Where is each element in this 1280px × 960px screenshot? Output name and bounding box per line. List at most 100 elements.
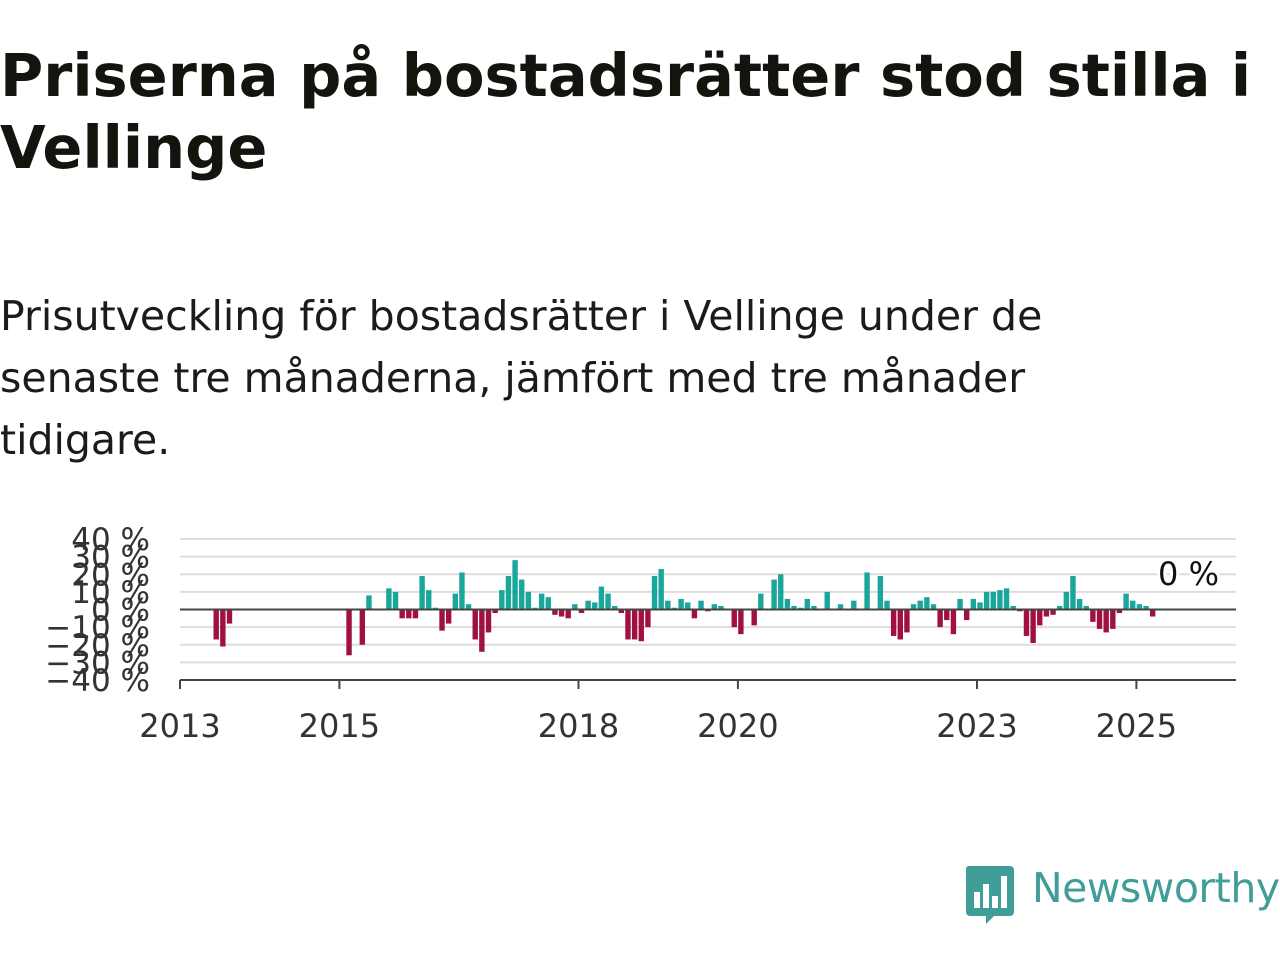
bar bbox=[1110, 609, 1116, 629]
bar bbox=[366, 595, 372, 610]
bar bbox=[658, 568, 664, 610]
bar bbox=[963, 609, 970, 621]
newsworthy-logo: Newsworthy bbox=[962, 862, 1280, 932]
bar bbox=[937, 609, 943, 628]
bar bbox=[625, 609, 631, 640]
bar bbox=[618, 609, 625, 614]
bar bbox=[226, 609, 233, 624]
bar bbox=[578, 609, 585, 614]
bar bbox=[399, 609, 405, 619]
bar bbox=[771, 579, 777, 610]
x-tick-label: 2018 bbox=[538, 707, 619, 745]
bar bbox=[465, 604, 472, 610]
bar bbox=[1043, 609, 1050, 617]
bar bbox=[738, 609, 744, 635]
x-tick-label: 2013 bbox=[139, 707, 220, 745]
bar bbox=[392, 591, 399, 610]
bar bbox=[917, 600, 923, 610]
bar bbox=[1037, 609, 1043, 626]
bar bbox=[1123, 593, 1129, 610]
bar bbox=[957, 598, 963, 610]
bar bbox=[784, 598, 791, 610]
bar bbox=[439, 609, 445, 631]
bar bbox=[499, 590, 505, 610]
bar bbox=[1149, 609, 1156, 617]
bar bbox=[512, 560, 518, 610]
bar bbox=[1030, 609, 1036, 643]
bar bbox=[685, 602, 691, 610]
bar bbox=[884, 600, 890, 610]
bar bbox=[811, 605, 817, 610]
bar bbox=[970, 598, 977, 610]
bar bbox=[492, 609, 498, 614]
newsworthy-logo-icon bbox=[965, 866, 1014, 924]
bar bbox=[459, 572, 465, 610]
bar bbox=[910, 604, 917, 610]
y-tick-label: −20 % bbox=[45, 628, 150, 664]
bar bbox=[1050, 609, 1056, 615]
bar bbox=[552, 609, 558, 615]
axis-layer bbox=[179, 608, 1236, 689]
x-tick-label: 2015 bbox=[299, 707, 380, 745]
bar bbox=[698, 600, 704, 610]
bar bbox=[406, 609, 412, 619]
bar-chart: 40 %30 %20 %10 %0 %−10 %−20 %−30 %−40 %2… bbox=[45, 522, 1236, 745]
bar bbox=[731, 609, 737, 628]
bar bbox=[1083, 605, 1089, 610]
bar bbox=[538, 593, 545, 610]
bar bbox=[1003, 588, 1010, 610]
bar bbox=[1090, 609, 1096, 622]
bar bbox=[1103, 609, 1109, 633]
last-value-label: 0 % bbox=[1158, 555, 1219, 593]
bar bbox=[864, 572, 870, 610]
bar bbox=[611, 605, 618, 610]
bar bbox=[412, 609, 419, 619]
page-title: Priserna på bostadsrätter stod stilla i … bbox=[0, 41, 1252, 182]
bar bbox=[485, 609, 492, 633]
bar bbox=[585, 600, 591, 610]
bar bbox=[426, 590, 432, 610]
bar bbox=[837, 604, 844, 610]
bar bbox=[1063, 591, 1070, 610]
y-tick-label: −10 % bbox=[45, 610, 150, 646]
bar bbox=[598, 586, 605, 610]
bar bbox=[1056, 605, 1063, 610]
bar bbox=[572, 604, 578, 610]
bar bbox=[592, 602, 598, 610]
bar bbox=[930, 604, 937, 610]
bar bbox=[824, 591, 830, 610]
bar bbox=[804, 598, 811, 610]
bar bbox=[1023, 609, 1030, 636]
bar bbox=[525, 591, 532, 610]
bar bbox=[718, 605, 724, 610]
bar bbox=[944, 609, 950, 621]
bar bbox=[1070, 576, 1076, 610]
page-subtitle: Prisutveckling för bostadsrätter i Velli… bbox=[0, 292, 1043, 464]
bar bbox=[950, 609, 957, 635]
bar bbox=[545, 597, 551, 610]
bar bbox=[1116, 609, 1123, 614]
bar bbox=[505, 576, 512, 610]
bar bbox=[897, 609, 903, 640]
y-tick-label: 0 % bbox=[91, 593, 150, 629]
bar bbox=[778, 574, 784, 610]
bar bbox=[665, 600, 671, 610]
y-tick-label: 40 % bbox=[71, 522, 150, 558]
bar bbox=[645, 609, 651, 628]
bar bbox=[605, 593, 611, 610]
bar bbox=[565, 609, 571, 619]
y-tick-label: 10 % bbox=[71, 575, 150, 611]
y-tick-label: 30 % bbox=[71, 540, 150, 576]
bar bbox=[631, 609, 638, 640]
bar bbox=[1130, 600, 1136, 610]
bar bbox=[359, 609, 366, 645]
y-tick-label: −30 % bbox=[45, 645, 150, 681]
bar bbox=[977, 602, 983, 610]
bar bbox=[997, 590, 1003, 610]
bar bbox=[877, 576, 884, 610]
bar bbox=[678, 598, 684, 610]
bar bbox=[651, 576, 658, 610]
bar bbox=[452, 593, 459, 610]
bar bbox=[445, 609, 452, 624]
y-tick-label: 20 % bbox=[71, 557, 150, 593]
